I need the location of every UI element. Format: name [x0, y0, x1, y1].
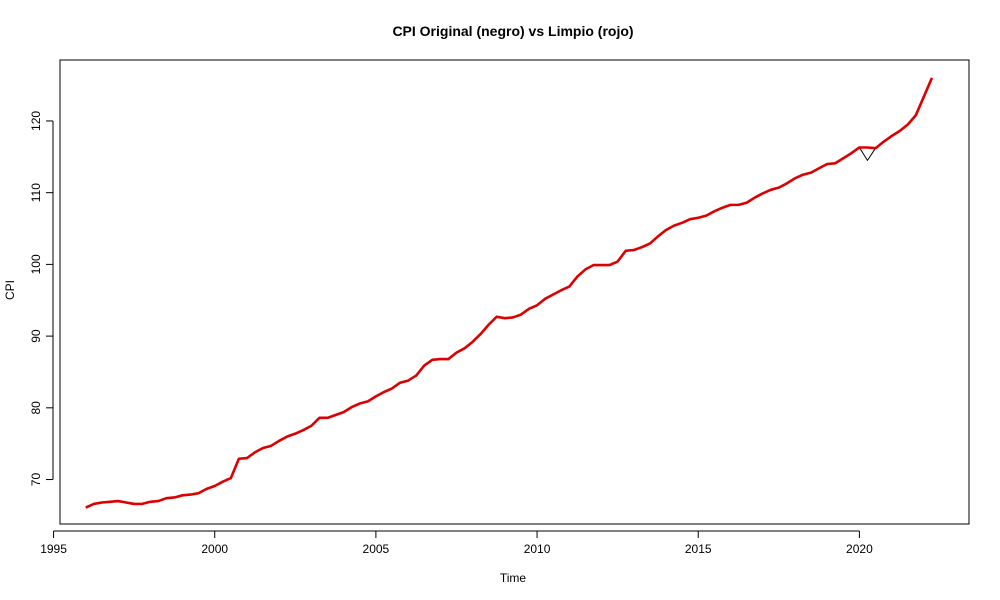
- series-line-original: [85, 77, 933, 508]
- x-tick-label: 2005: [363, 542, 390, 556]
- chart-title: CPI Original (negro) vs Limpio (rojo): [392, 23, 633, 39]
- y-tick-label: 90: [29, 329, 43, 343]
- plot-frame: [59, 59, 970, 525]
- series-lines: [85, 77, 934, 509]
- x-tick-label: 2015: [685, 542, 712, 556]
- series-line-limpio: [85, 77, 934, 509]
- y-tick-label: 110: [29, 183, 43, 202]
- x-tick-label: 2010: [524, 542, 551, 556]
- x-axis: 1995 2000 2005 2010 2015 2020: [40, 530, 873, 556]
- x-tick-label: 2020: [846, 542, 873, 556]
- x-axis-label: Time: [500, 571, 527, 585]
- x-tick-label: 2000: [201, 542, 228, 556]
- y-tick-label: 70: [29, 473, 43, 487]
- y-axis: 70 80 90 100 110 120: [29, 111, 54, 487]
- y-tick-label: 80: [29, 401, 43, 415]
- y-tick-label: 120: [29, 111, 43, 131]
- x-tick-label: 1995: [40, 542, 67, 556]
- y-tick-label: 100: [29, 254, 43, 274]
- y-axis-label: CPI: [3, 280, 17, 300]
